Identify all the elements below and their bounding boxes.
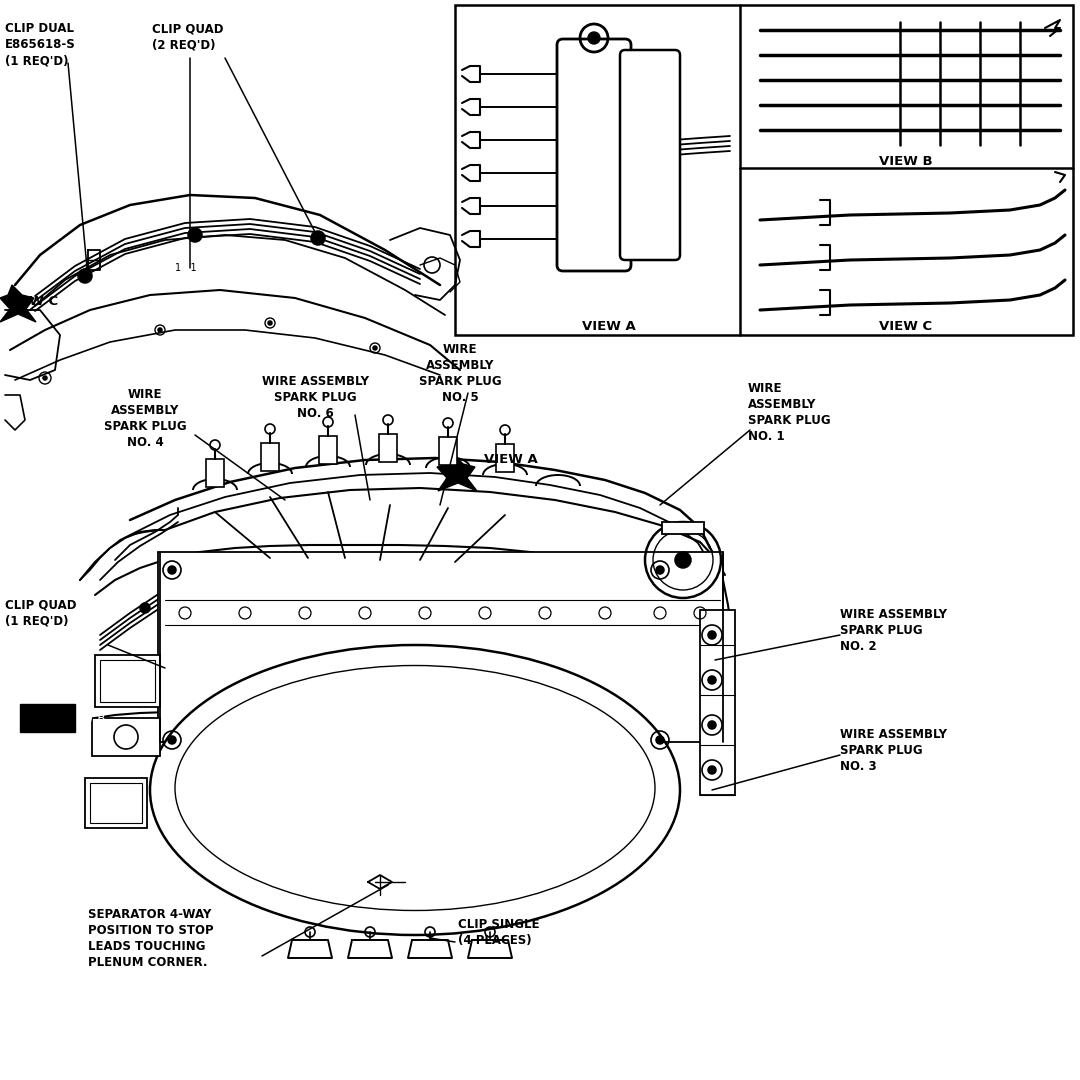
Bar (379, 434, 397, 462)
Bar (496, 444, 514, 472)
Text: WIRE ASSEMBLY
SPARK PLUG
NO. 2: WIRE ASSEMBLY SPARK PLUG NO. 2 (840, 608, 947, 653)
Circle shape (656, 735, 664, 744)
Text: VIEW B: VIEW B (879, 156, 933, 168)
Circle shape (188, 228, 202, 242)
Circle shape (656, 566, 664, 573)
Bar (158, 552, 723, 742)
Circle shape (708, 721, 716, 729)
Circle shape (311, 231, 325, 245)
Circle shape (158, 328, 162, 332)
Text: VIEW C: VIEW C (5, 295, 58, 308)
Polygon shape (437, 454, 477, 491)
Text: CLIP DUAL
E865618-S
(1 REQ'D): CLIP DUAL E865618-S (1 REQ'D) (5, 22, 76, 67)
Circle shape (168, 735, 176, 744)
Text: CLIP SINGLE
(4 PLACES): CLIP SINGLE (4 PLACES) (458, 918, 540, 947)
Bar (92, 718, 160, 756)
Bar (438, 437, 457, 465)
Bar (319, 436, 337, 464)
Circle shape (588, 32, 600, 44)
Circle shape (43, 376, 48, 380)
FancyBboxPatch shape (620, 50, 680, 260)
Text: WIRE ASSEMBLY
SPARK PLUG
NO. 6: WIRE ASSEMBLY SPARK PLUG NO. 6 (261, 375, 368, 420)
Bar (85, 778, 147, 828)
Text: WIRE
ASSEMBLY
SPARK PLUG
NO. 1: WIRE ASSEMBLY SPARK PLUG NO. 1 (748, 382, 831, 443)
Text: WIRE
ASSEMBLY
SPARK PLUG
NO. 4: WIRE ASSEMBLY SPARK PLUG NO. 4 (104, 388, 187, 449)
Circle shape (708, 631, 716, 639)
Text: 1   1: 1 1 (175, 264, 197, 273)
Text: VIEW A: VIEW A (484, 453, 538, 465)
Text: SEPARATOR 4-WAY
POSITION TO STOP
LEADS TOUCHING
PLENUM CORNER.: SEPARATOR 4-WAY POSITION TO STOP LEADS T… (87, 908, 214, 969)
Bar (662, 522, 704, 534)
Circle shape (373, 346, 377, 350)
Bar (100, 660, 156, 702)
Bar (206, 459, 224, 487)
Text: CLIP QUAD
(2 REQ'D): CLIP QUAD (2 REQ'D) (152, 22, 224, 51)
Circle shape (168, 566, 176, 573)
Circle shape (708, 676, 716, 684)
Text: VIEW C: VIEW C (879, 320, 932, 333)
Circle shape (140, 603, 150, 613)
Ellipse shape (175, 665, 654, 910)
Polygon shape (0, 285, 36, 322)
Bar (261, 443, 279, 471)
Text: WIRE ASSEMBLY
SPARK PLUG
NO. 3: WIRE ASSEMBLY SPARK PLUG NO. 3 (840, 728, 947, 773)
Bar (95, 654, 160, 707)
Text: W B: W B (82, 712, 106, 725)
Circle shape (675, 552, 691, 568)
Circle shape (708, 766, 716, 774)
Circle shape (268, 321, 272, 325)
Bar (90, 783, 141, 823)
Bar (700, 610, 735, 795)
Text: WIRE
ASSEMBLY
SPARK PLUG
NO. 5: WIRE ASSEMBLY SPARK PLUG NO. 5 (419, 343, 501, 404)
Bar (455, 5, 1074, 335)
Circle shape (78, 269, 92, 283)
FancyBboxPatch shape (557, 39, 631, 271)
Bar (21, 704, 75, 732)
Text: VIEW A: VIEW A (582, 320, 636, 333)
Ellipse shape (150, 645, 680, 935)
Text: CLIP QUAD
(1 REQ'D): CLIP QUAD (1 REQ'D) (5, 598, 77, 627)
